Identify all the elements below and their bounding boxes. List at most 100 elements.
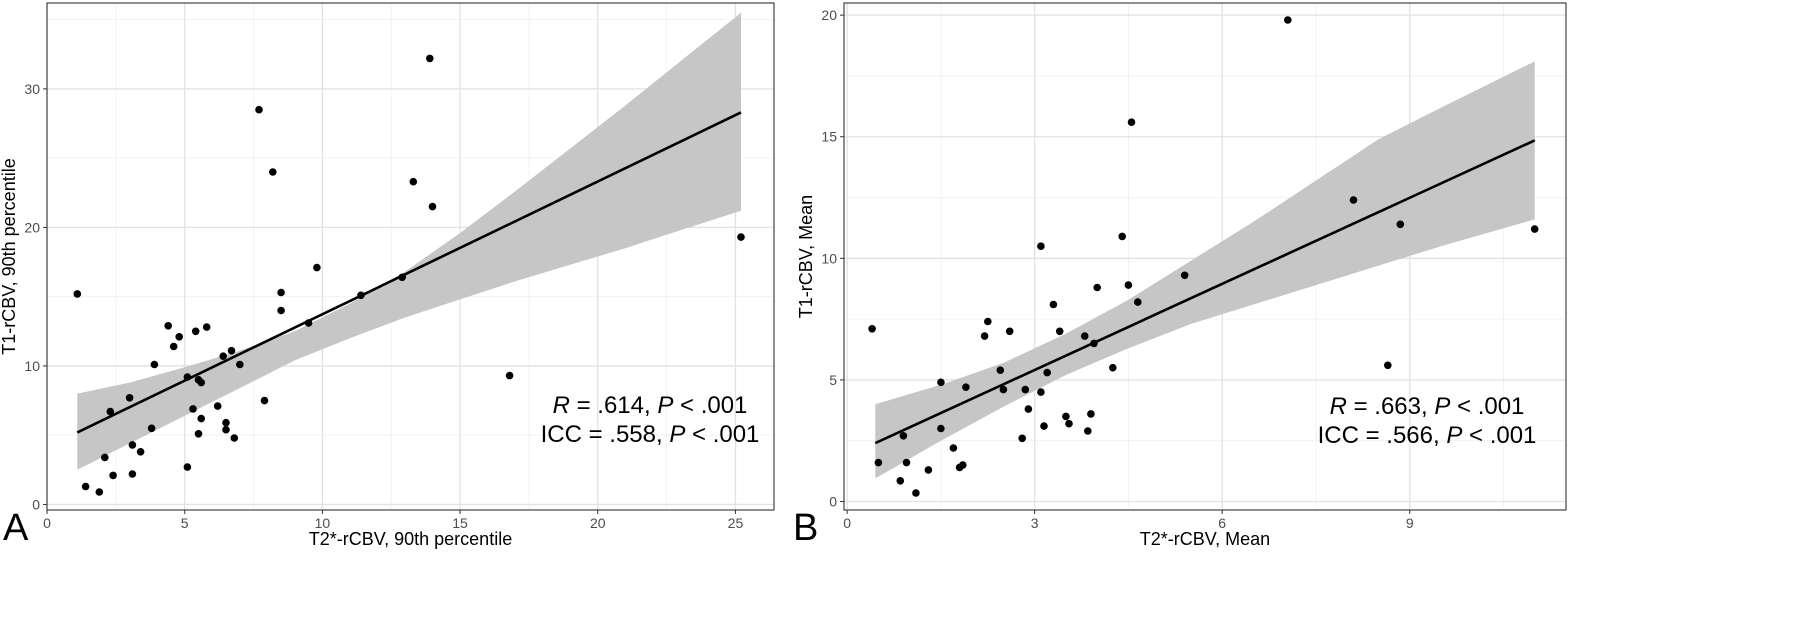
confidence-band	[77, 12, 742, 470]
x-tick-label: 6	[1218, 515, 1226, 531]
y-tick-label: 20	[821, 7, 837, 23]
data-point	[1180, 271, 1189, 280]
data-point	[868, 325, 876, 333]
data-point	[1530, 225, 1539, 233]
x-tick-label: 5	[181, 515, 189, 531]
data-point	[1349, 196, 1358, 204]
stat-annotation-r: R = .614, P < .001	[553, 392, 748, 419]
data-point	[1055, 327, 1064, 336]
plot-border	[843, 2, 1567, 511]
data-point	[236, 360, 244, 369]
data-point	[1005, 327, 1014, 336]
data-point	[269, 168, 277, 176]
data-point	[1124, 281, 1133, 289]
data-point	[1093, 283, 1101, 292]
data-point	[1090, 339, 1098, 348]
data-point	[128, 441, 137, 449]
data-point	[150, 360, 159, 369]
data-point	[1118, 232, 1126, 241]
stat-p-value: < .001	[1462, 422, 1536, 449]
data-point	[1021, 385, 1030, 394]
data-point	[304, 319, 313, 327]
data-point	[1062, 412, 1070, 421]
data-point	[183, 373, 192, 381]
data-point	[505, 371, 514, 380]
x-tick-label: 9	[1406, 515, 1414, 531]
data-point	[255, 105, 263, 114]
data-point	[999, 385, 1008, 394]
data-point	[1284, 16, 1292, 24]
data-point	[136, 448, 145, 456]
data-point	[213, 402, 222, 410]
data-point	[1018, 434, 1026, 443]
stat-r-symbol: R	[1330, 393, 1347, 420]
x-tick-label: 20	[590, 515, 606, 531]
y-axis-title: T1-rCBV, 90th percentile	[0, 158, 19, 354]
data-point	[277, 288, 285, 297]
data-point	[1384, 361, 1392, 370]
x-tick-label: 15	[452, 515, 468, 531]
y-tick-label: 5	[829, 372, 837, 388]
data-point	[896, 477, 905, 485]
confidence-band	[875, 61, 1535, 479]
x-tick-label: 0	[43, 515, 51, 531]
data-point	[175, 333, 183, 341]
x-axis-title: T2*-rCBV, 90th percentile	[309, 529, 512, 549]
chart-panel-a: 0 5 10 15 20 25 0 10 20 30 T2*-rCBV, 90th percenti…	[0, 2, 775, 549]
data-point	[197, 414, 205, 423]
stat-p-symbol: P	[669, 421, 685, 448]
stat-annotation-icc: ICC = .558, P < .001	[541, 421, 760, 448]
data-point	[95, 488, 104, 496]
panel-label: B	[793, 507, 818, 549]
data-point	[996, 366, 1005, 375]
data-point	[1049, 300, 1058, 309]
y-tick-label: 15	[821, 129, 837, 145]
stat-p-value: < .001	[673, 392, 747, 419]
data-point	[1065, 419, 1073, 428]
stat-p-symbol: P	[657, 392, 673, 419]
data-point	[1396, 220, 1405, 229]
data-point	[222, 418, 230, 427]
data-point	[426, 54, 434, 63]
data-point	[959, 461, 967, 469]
data-point	[81, 482, 90, 491]
data-point	[202, 323, 211, 331]
data-point	[194, 430, 203, 438]
y-axis-title: T1-rCBV, Mean	[796, 195, 816, 318]
data-point	[398, 273, 407, 282]
y-tick-label: 30	[24, 81, 40, 97]
stat-annotation-r: R = .663, P < .001	[1330, 393, 1525, 420]
data-point	[313, 263, 321, 272]
stat-icc-value: ICC = .558,	[541, 421, 670, 448]
data-point	[937, 424, 945, 433]
data-point	[1037, 242, 1045, 250]
y-tick-label: 10	[821, 250, 837, 266]
data-point	[277, 306, 285, 315]
stat-p-symbol: P	[1446, 422, 1462, 449]
data-point	[197, 378, 205, 387]
data-point	[109, 471, 117, 480]
data-points	[868, 16, 1539, 497]
data-point	[874, 458, 883, 467]
data-point	[230, 434, 239, 442]
data-point	[128, 470, 137, 478]
data-points	[73, 54, 745, 496]
data-point	[1043, 368, 1051, 377]
stat-p-value: < .001	[685, 421, 759, 448]
stat-p-symbol: P	[1434, 393, 1450, 420]
y-tick-label: 10	[24, 358, 40, 374]
data-point	[260, 396, 269, 405]
data-point	[147, 424, 156, 433]
x-tick-label: 25	[728, 515, 744, 531]
data-point	[1127, 118, 1136, 126]
data-point	[902, 458, 911, 467]
data-point	[101, 453, 109, 462]
data-point	[189, 405, 197, 413]
panel-label: A	[3, 507, 29, 549]
stat-annotation-icc: ICC = .566, P < .001	[1318, 422, 1537, 449]
data-point	[191, 327, 200, 336]
data-point	[962, 383, 970, 392]
chart-panel-b: 0 3 6 9 0 5 10 15 20 T2*-rCBV, Mean T1-rCBV, Mean B…	[793, 2, 1567, 549]
data-point	[980, 332, 989, 340]
